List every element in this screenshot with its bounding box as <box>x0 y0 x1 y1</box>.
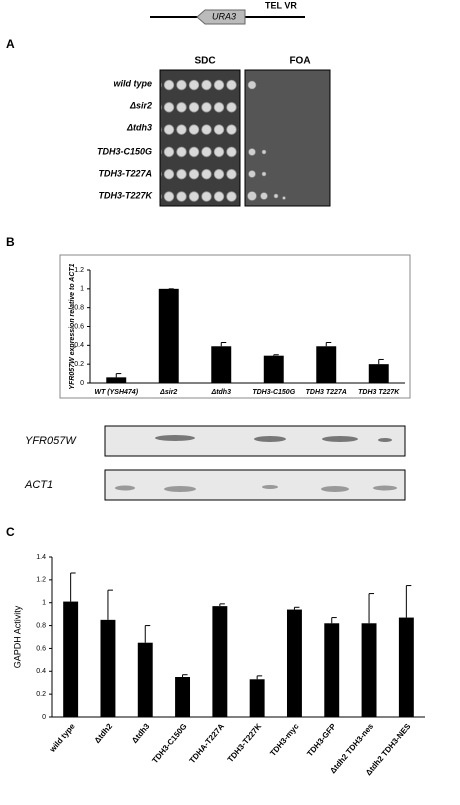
x-tick-label: WT (YSH474) <box>94 389 138 396</box>
y-tick-label: 0.6 <box>74 323 84 330</box>
x-tick-label: TDH3 T227K <box>358 389 400 396</box>
bar <box>158 288 179 383</box>
bar <box>324 623 340 717</box>
y-tick-label: 1 <box>80 286 84 293</box>
bar <box>286 609 302 717</box>
y-axis-label: GAPDH Activity <box>12 605 22 668</box>
bar <box>63 601 79 717</box>
panel-letter: B <box>6 235 15 249</box>
strain-label: wild type <box>113 78 152 88</box>
strain-label: TDH3-C150G <box>97 146 152 156</box>
panel-letter: C <box>6 525 15 539</box>
blot-label: YFR057W <box>25 435 77 447</box>
x-tick-label: TDH3-C150G <box>252 389 295 396</box>
bar <box>368 364 389 383</box>
strain-label: Δsir2 <box>129 100 152 110</box>
bar <box>106 377 127 383</box>
x-tick-label: TDH3-T227K <box>226 722 264 764</box>
bar <box>316 346 337 383</box>
y-tick-label: 0.2 <box>74 361 84 368</box>
strain-label: Δtdh3 <box>126 122 152 132</box>
x-tick-label: TDH3-GFP <box>305 721 338 758</box>
blot <box>104 469 406 501</box>
y-tick-label: 1 <box>42 600 46 607</box>
blot-bands <box>115 485 397 492</box>
x-tick-label: TDH3-myc <box>268 721 301 758</box>
bar <box>212 606 228 717</box>
bar <box>361 623 377 717</box>
y-tick-label: 1.4 <box>36 554 46 561</box>
strain-label: TDH3-T227K <box>98 190 153 200</box>
y-tick-label: 0.4 <box>36 668 46 675</box>
panel-letter: A <box>6 37 15 51</box>
y-tick-label: 0.8 <box>74 305 84 312</box>
condition-label: SDC <box>194 56 215 67</box>
y-tick-label: 0.8 <box>36 622 46 629</box>
x-tick-label: Δtdh3 <box>130 721 152 745</box>
y-tick-label: 0 <box>42 714 46 721</box>
x-tick-label: Δsir2 <box>159 389 177 396</box>
foa-spots <box>247 80 286 201</box>
ura3-arrow <box>196 9 246 25</box>
bar <box>175 677 191 717</box>
bar <box>211 346 232 383</box>
x-tick-label: Δtdh3 <box>211 389 232 396</box>
y-tick-label: 1.2 <box>36 577 46 584</box>
x-tick-label: TDH3-C150G <box>150 722 188 765</box>
foa-plate <box>244 69 331 207</box>
bar <box>100 619 116 717</box>
strain-label: TDH3-T227A <box>98 168 152 178</box>
y-tick-label: 1.2 <box>74 267 84 274</box>
y-tick-label: 0.2 <box>36 691 46 698</box>
bar <box>263 355 284 383</box>
x-tick-label: TDH3 T227A <box>306 389 347 396</box>
locus-label: TEL VR <box>265 0 297 10</box>
blot-label: ACT1 <box>24 479 53 491</box>
y-tick-label: 0 <box>80 380 84 387</box>
gene-label: URA3 <box>212 11 236 21</box>
x-tick-label: wild type <box>47 721 77 754</box>
y-axis-label: YFR057W expression relative to ACT1 <box>69 263 76 389</box>
y-tick-label: 0.6 <box>36 645 46 652</box>
x-tick-label: TDHA-T227A <box>188 722 226 765</box>
bar <box>398 617 414 717</box>
y-tick-label: 0.4 <box>74 342 84 349</box>
bar <box>137 642 153 717</box>
bar <box>249 679 265 717</box>
blot <box>104 425 406 457</box>
blot-bands <box>155 435 392 442</box>
chart-frame <box>59 254 411 399</box>
sdc-spots <box>161 71 239 205</box>
condition-label: FOA <box>289 56 310 67</box>
x-tick-label: Δtdh2 <box>93 721 115 745</box>
